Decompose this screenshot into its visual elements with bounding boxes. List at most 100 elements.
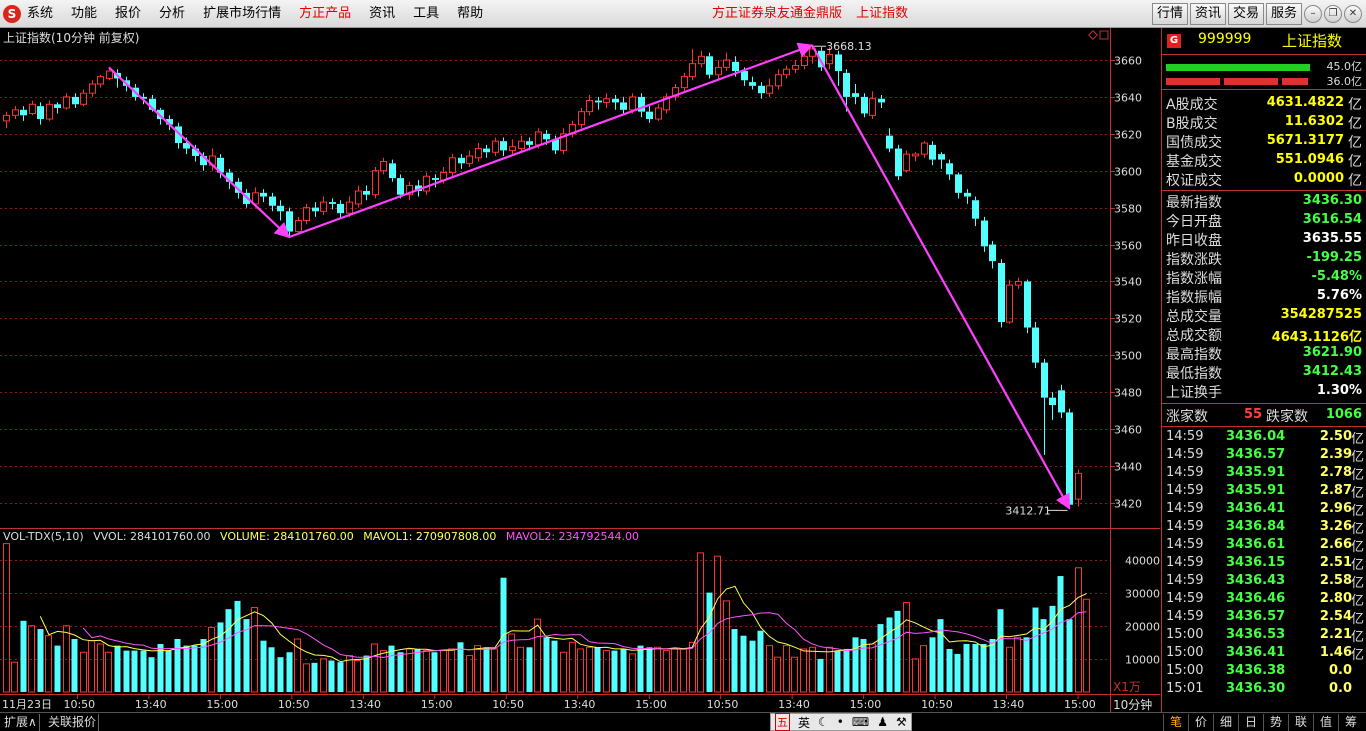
tick-unit: 亿: [1350, 450, 1364, 465]
candle: [329, 198, 336, 210]
user-icon[interactable]: ♟: [877, 715, 888, 729]
extend-tab[interactable]: 扩展∧: [2, 714, 40, 731]
candle: [423, 172, 430, 195]
top-right-toolbar: 行情 资讯 交易 服务 – ❐ ✕: [1151, 3, 1362, 25]
candle-body: [72, 96, 79, 105]
wrench-icon[interactable]: ⚒: [895, 715, 907, 729]
minimize-icon[interactable]: –: [1304, 5, 1322, 23]
volume-bar: [594, 647, 601, 692]
tick-unit: 亿: [1350, 540, 1364, 555]
volume-bar: [28, 625, 35, 693]
g-badge-icon[interactable]: G: [1167, 34, 1181, 48]
candle: [886, 128, 893, 153]
volume-bar: [680, 648, 687, 693]
tab-value[interactable]: 值: [1313, 714, 1338, 731]
related-quotes-tab[interactable]: 关联报价: [46, 714, 100, 731]
volume-bar: [303, 663, 310, 693]
turnover-label: 国债成交: [1166, 135, 1222, 151]
volume-bar: [791, 656, 798, 693]
quote-row: 最新指数 3436.30: [1162, 192, 1366, 211]
volume-bar: [809, 646, 816, 693]
tick-volume: 2.51: [1319, 555, 1352, 570]
volume-bar: [157, 643, 164, 692]
candle-body: [80, 92, 87, 105]
tab-linked[interactable]: 联: [1288, 714, 1313, 731]
menu-system[interactable]: 系统: [27, 6, 54, 21]
chart-area[interactable]: 3420 3440 3460 3480 3500 3520 3540 3560 3580 3600…: [0, 28, 1160, 712]
candle: [363, 185, 370, 201]
quote-value: -199.25: [1306, 250, 1362, 265]
ime-mode-label[interactable]: 五: [775, 713, 790, 731]
tab-day[interactable]: 日: [1238, 714, 1263, 731]
volume-bar: [954, 653, 961, 692]
tick-time: 14:59: [1166, 429, 1204, 444]
period-label[interactable]: 10分钟: [1113, 698, 1153, 712]
candle: [12, 106, 19, 120]
trade-button[interactable]: 交易: [1227, 3, 1264, 25]
candle-body: [1024, 281, 1031, 328]
volume-bar: [20, 620, 27, 692]
candle-body: [63, 96, 70, 109]
close-icon[interactable]: ✕: [1344, 5, 1362, 23]
app-logo-icon[interactable]: S: [3, 5, 21, 23]
candle-body: [1032, 327, 1039, 363]
volume-bar: [11, 661, 18, 693]
tick-price: 3436.43: [1226, 573, 1286, 588]
volume-bar: [88, 640, 95, 693]
tick-volume: 3.26: [1319, 519, 1352, 534]
candle-body: [483, 148, 490, 153]
dot-icon[interactable]: •: [836, 715, 844, 729]
candle: [355, 185, 362, 208]
tab-trend[interactable]: 势: [1263, 714, 1288, 731]
menu-extended-market[interactable]: 扩展市场行情: [203, 6, 282, 21]
moon-icon[interactable]: ☾: [818, 715, 829, 729]
volume-bar: [543, 637, 550, 692]
candle: [921, 141, 928, 158]
volume-indicator-title: VOL-TDX(5,10) VVOL: 284101760.00 VOLUME:…: [3, 530, 645, 543]
mavol1-line: [39, 585, 1087, 663]
candle-body: [903, 153, 910, 172]
tick-volume: 2.21: [1319, 627, 1352, 642]
quote-button[interactable]: 行情: [1151, 3, 1188, 25]
menu-function[interactable]: 功能: [71, 6, 98, 21]
volume-bar: [217, 622, 224, 692]
volume-bar: [406, 648, 413, 693]
turnover-value: 551.0946: [1275, 152, 1344, 167]
volume-bar: [646, 647, 653, 692]
menu-tools[interactable]: 工具: [413, 6, 440, 21]
candle: [706, 52, 713, 79]
candle: [3, 111, 10, 129]
tab-detail[interactable]: 细: [1213, 714, 1238, 731]
menu-founder-products[interactable]: 方正产品: [299, 6, 352, 21]
menu-news[interactable]: 资讯: [369, 6, 396, 21]
volume-bar: [852, 637, 859, 692]
volume-bar: [174, 639, 181, 692]
candle: [37, 102, 44, 125]
tick-price: 3436.04: [1226, 429, 1286, 444]
quote-row: 总成交量 354287525: [1162, 306, 1366, 325]
tick-row: 14:59 3436.43 2.58 亿: [1162, 572, 1366, 591]
tab-price[interactable]: 价: [1188, 714, 1213, 731]
menu-help[interactable]: 帮助: [457, 6, 484, 21]
tick-unit: 亿: [1350, 504, 1364, 519]
turnover-value: 11.6302: [1284, 114, 1344, 129]
news-button[interactable]: 资讯: [1189, 3, 1226, 25]
menu-analysis[interactable]: 分析: [159, 6, 186, 21]
volume-bar: [774, 656, 781, 693]
restore-icon[interactable]: ❐: [1324, 5, 1342, 23]
volume-bar: [63, 625, 70, 693]
candle: [149, 95, 156, 112]
tick-unit: 亿: [1350, 468, 1364, 483]
volume-bar: [629, 653, 636, 693]
tab-ticks[interactable]: 笔: [1163, 714, 1188, 731]
keyboard-icon[interactable]: ⌨: [851, 715, 870, 729]
security-name: 上证指数: [1282, 32, 1343, 50]
volume-bar: [466, 655, 473, 693]
volume-bar: [740, 635, 747, 692]
tab-chips[interactable]: 筹: [1338, 714, 1363, 731]
candle: [466, 150, 473, 168]
ime-language-label[interactable]: 英: [798, 715, 811, 730]
menu-quote[interactable]: 报价: [115, 6, 142, 21]
kline-chart[interactable]: 3420 3440 3460 3480 3500 3520 3540 3560 3580 3600…: [0, 28, 1160, 712]
service-button[interactable]: 服务: [1265, 3, 1302, 25]
